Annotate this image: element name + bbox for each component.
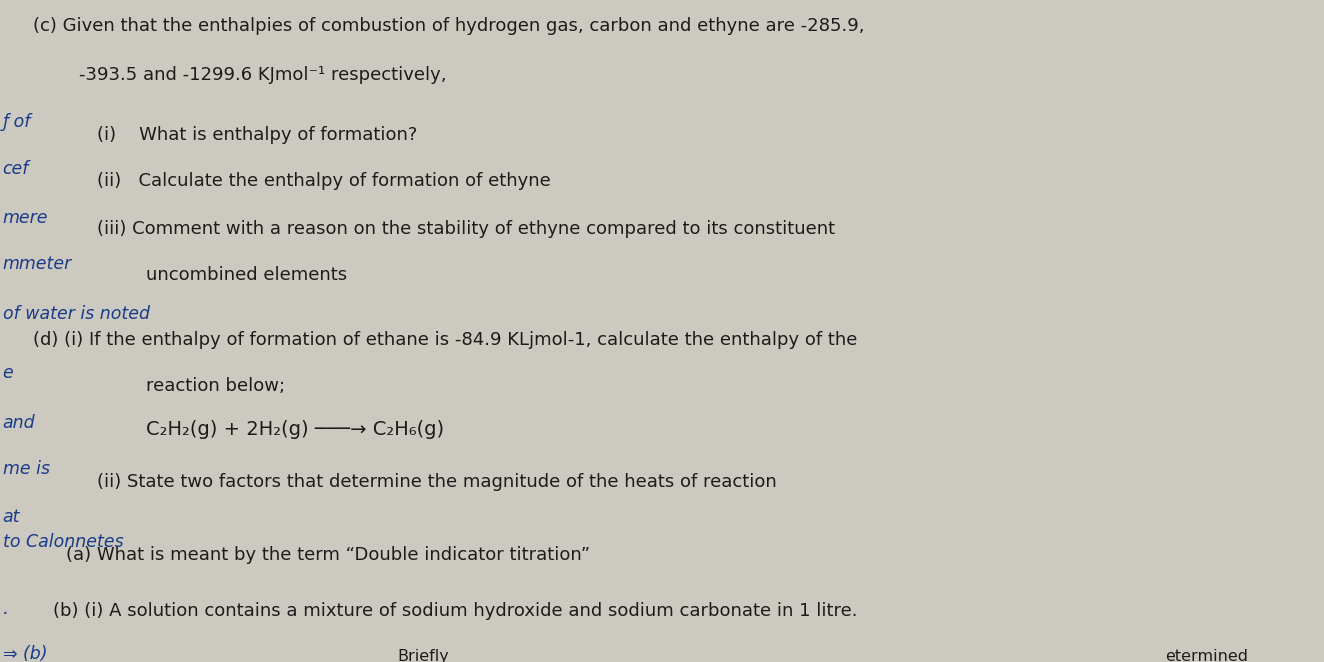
Text: (i)    What is enthalpy of formation?: (i) What is enthalpy of formation? [97,126,417,144]
Text: C₂H₂(g) + 2H₂(g) ───→ C₂H₆(g): C₂H₂(g) + 2H₂(g) ───→ C₂H₆(g) [146,420,444,440]
Text: uncombined elements: uncombined elements [146,266,347,284]
Text: ƒ of: ƒ of [3,113,30,130]
Text: mmeter: mmeter [3,255,71,273]
Text: (d) (i) If the enthalpy of formation of ethane is -84.9 KLjmol-1, calculate the : (d) (i) If the enthalpy of formation of … [33,331,858,349]
Text: (iii) Comment with a reason on the stability of ethyne compared to its constitue: (iii) Comment with a reason on the stabi… [97,220,834,238]
Text: Briefly: Briefly [397,649,449,662]
Text: etermined: etermined [1165,649,1249,662]
Text: of water is noted: of water is noted [3,305,150,322]
Text: reaction below;: reaction below; [146,377,285,395]
Text: mere: mere [3,209,48,226]
Text: to Calonnetes: to Calonnetes [3,533,123,551]
Text: (b) (i) A solution contains a mixture of sodium hydroxide and sodium carbonate i: (b) (i) A solution contains a mixture of… [53,602,858,620]
Text: e: e [3,364,13,382]
Text: at: at [3,508,20,526]
Text: (c) Given that the enthalpies of combustion of hydrogen gas, carbon and ethyne a: (c) Given that the enthalpies of combust… [33,17,865,34]
Text: ⇒ (b): ⇒ (b) [3,645,48,662]
Text: .: . [3,599,9,618]
Text: (ii) State two factors that determine the magnitude of the heats of reaction: (ii) State two factors that determine th… [97,473,776,491]
Text: -393.5 and -1299.6 KJmol⁻¹ respectively,: -393.5 and -1299.6 KJmol⁻¹ respectively, [79,66,448,84]
Text: (ii)   Calculate the enthalpy of formation of ethyne: (ii) Calculate the enthalpy of formation… [97,172,551,190]
Text: (a) What is meant by the term “Double indicator titration”: (a) What is meant by the term “Double in… [66,546,591,564]
Text: me is: me is [3,460,49,478]
Text: and: and [3,414,36,432]
Text: cef: cef [3,160,29,178]
